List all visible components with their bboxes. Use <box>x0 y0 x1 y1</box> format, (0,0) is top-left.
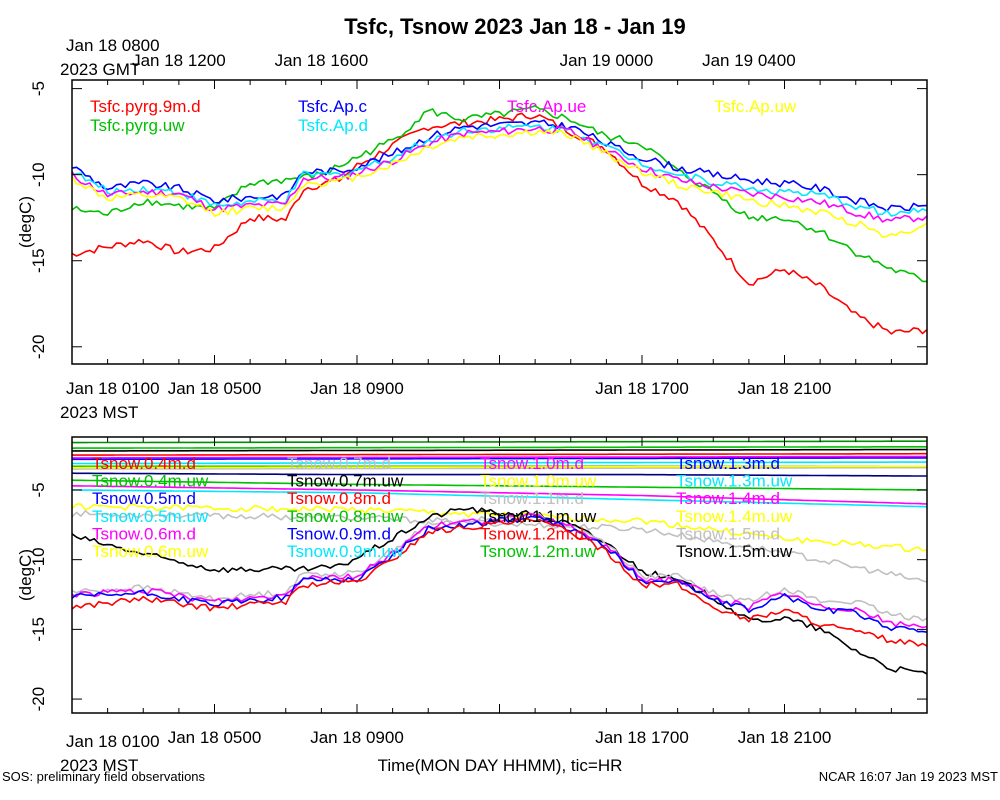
series-line-tsfc-pyrg-9m-d <box>71 112 928 335</box>
legend-tsnow-1-5m-d: Tsnow.1.5m.d <box>676 524 780 543</box>
bottom-legend: Tsnow.0.4m.dTsnow.0.4m.uwTsnow.0.5m.dTsn… <box>92 454 793 561</box>
y-tick-label: -20 <box>29 687 48 712</box>
series-line-tsfc-ap-d <box>71 123 928 217</box>
x-tick-label-bottom: Jan 18 0900 <box>310 379 404 398</box>
series-line-tsnow-0-9m-uw <box>71 472 927 477</box>
legend-tsfc-pyrg-uw: Tsfc.pyrg.uw <box>90 116 185 135</box>
legend-tsnow-1-3m-d: Tsnow.1.3m.d <box>676 454 780 473</box>
series-line-tsnow-1-3m-d <box>72 457 927 461</box>
series-line-tsnow-1-2m-uw <box>71 445 927 449</box>
y-tick-label: -10 <box>29 162 48 187</box>
series-line-tsnow-1-3m-uw <box>72 461 927 465</box>
y-tick-label: -5 <box>29 81 48 96</box>
legend-tsnow-1-5m-uw: Tsnow.1.5m.uw <box>676 542 793 561</box>
legend-tsnow-0-5m-d: Tsnow.0.5m.d <box>92 489 196 508</box>
legend-tsnow-1-2m-uw: Tsnow.1.2m.uw <box>480 542 597 561</box>
top-panel: -5 -10 -15 -20 Jan 18 0500 Jan 18 0900 Jan 18 … <box>16 36 928 422</box>
top-axis-zone-line2: 2023 GMT <box>60 60 140 79</box>
top-y-axis-label: (degC) <box>16 196 35 248</box>
x-tick-label-bottom: Jan 18 2100 <box>738 379 832 398</box>
y-tick-label: -10 <box>29 547 48 572</box>
legend-tsnow-1-1m-uw: Tsnow.1.1m.uw <box>480 507 597 526</box>
x-tick-label-bottom: Jan 18 2100 <box>738 728 832 747</box>
y-tick-label: -5 <box>29 482 48 497</box>
series-line-tsnow-1-5m-uw <box>72 448 928 452</box>
legend-tsnow-0-7m-uw: Tsnow.0.7m.uw <box>287 472 404 491</box>
legend-tsfc-ap-d: Tsfc.Ap.d <box>298 116 368 135</box>
y-tick-label: -15 <box>29 248 48 273</box>
legend-tsnow-0-8m-d: Tsnow.0.8m.d <box>287 489 391 508</box>
bottom-panel: -5 -10 -15 -20 Jan 18 0500 Jan 18 0900 Jan 18 … <box>16 436 928 775</box>
legend-tsnow-0-4m-d: Tsnow.0.4m.d <box>92 454 196 473</box>
series-line-tsnow-1-2m-d <box>72 455 927 459</box>
series-line-tsnow-0-7m-uw <box>72 489 928 508</box>
series-line-tsnow-0-6m-d <box>71 506 928 675</box>
x-tick-label-bottom: Jan 18 0500 <box>168 379 262 398</box>
series-line-tsnow-1-0m-d <box>72 465 927 469</box>
series-line-tsnow-1-1m-d <box>72 466 927 470</box>
x-tick-label-top: Jan 19 0400 <box>702 51 796 70</box>
legend-tsnow-1-4m-uw: Tsnow.1.4m.uw <box>676 507 793 526</box>
bottom-axes-layer: -5 -10 -15 -20 Jan 18 0500 Jan 18 0900 Jan 18 … <box>29 437 928 747</box>
legend-tsnow-0-5m-uw: Tsnow.0.5m.uw <box>92 507 209 526</box>
legend-tsnow-0-7m-d: Tsnow.0.7m.d <box>287 454 391 473</box>
top-panel-bottom-zone-line1: Jan 18 0100 <box>66 379 160 398</box>
series-line-tsfc-pyrg-uw <box>71 104 927 283</box>
legend-tsfc-ap-uw: Tsfc.Ap.uw <box>714 97 797 116</box>
legend-tsnow-0-6m-uw: Tsnow.0.6m.uw <box>92 542 209 561</box>
bottom-axis-zone-line1: Jan 18 0100 <box>66 732 160 751</box>
top-axes-layer: -5 -10 -15 -20 Jan 18 0500 Jan 18 0900 Jan 18 … <box>29 51 928 398</box>
chart-title: Tsfc, Tsnow 2023 Jan 18 - Jan 19 <box>344 14 686 39</box>
top-legend: Tsfc.pyrg.9m.dTsfc.pyrg.uwTsfc.Ap.cTsfc.… <box>90 97 797 135</box>
legend-tsnow-1-3m-uw: Tsnow.1.3m.uw <box>676 472 793 491</box>
legend-tsnow-1-2m-d: Tsnow.1.2m.d <box>480 524 584 543</box>
legend-tsnow-0-6m-d: Tsnow.0.6m.d <box>92 524 196 543</box>
series-line-tsfc-ap-uw <box>71 129 928 238</box>
series-line-tsnow-0-8m-d <box>71 485 928 505</box>
series-line-tsnow-0-8m-uw <box>71 479 928 491</box>
legend-tsnow-0-4m-uw: Tsnow.0.4m.uw <box>92 472 209 491</box>
x-tick-label-bottom: Jan 18 0900 <box>310 728 404 747</box>
x-tick-label-bottom: Jan 18 1700 <box>595 728 689 747</box>
y-tick-label: -20 <box>29 334 48 359</box>
bottom-y-axis-label: (degC) <box>16 549 35 601</box>
bottom-series-layer <box>71 440 928 675</box>
legend-tsnow-1-4m-d: Tsnow.1.4m.d <box>676 489 780 508</box>
x-tick-label-top: Jan 18 1600 <box>275 51 369 70</box>
x-axis-label: Time(MON DAY HHMM), tic=HR <box>378 756 623 775</box>
legend-tsfc-ap-c: Tsfc.Ap.c <box>298 97 367 116</box>
series-line-tsfc-ap-ue <box>71 125 928 223</box>
legend-tsnow-0-9m-d: Tsnow.0.9m.d <box>287 524 391 543</box>
footer-right: NCAR 16:07 Jan 19 2023 MST <box>819 769 998 784</box>
series-line-tsnow-0-4m-d <box>71 517 928 647</box>
top-series-layer <box>71 104 928 335</box>
top-panel-bottom-zone-line2: 2023 MST <box>60 403 138 422</box>
footer-left: SOS: preliminary field observations <box>2 769 206 784</box>
x-tick-label-top: Jan 19 0000 <box>560 51 654 70</box>
legend-tsnow-1-0m-uw: Tsnow.1.0m.uw <box>480 472 597 491</box>
y-tick-label: -15 <box>29 617 48 642</box>
series-line-tsnow-1-4m-d <box>72 452 927 456</box>
x-tick-label-bottom: Jan 18 0500 <box>168 728 262 747</box>
series-line-tsnow-0-6m-uw <box>71 510 928 583</box>
bottom-axis-zone-line2: 2023 MST <box>60 756 138 775</box>
series-line-tsnow-0-5m-d <box>71 512 928 629</box>
x-tick-label-top: Jan 18 1200 <box>132 51 226 70</box>
top-axis-zone-line1: Jan 18 0800 <box>66 36 160 55</box>
x-tick-label-bottom: Jan 18 1700 <box>595 379 689 398</box>
legend-tsnow-1-0m-d: Tsnow.1.0m.d <box>480 454 584 473</box>
legend-tsnow-0-8m-uw: Tsnow.0.8m.uw <box>287 507 404 526</box>
legend-tsfc-pyrg-9m-d: Tsfc.pyrg.9m.d <box>90 97 201 116</box>
legend-tsnow-1-1m-d: Tsnow.1.1m.d <box>480 489 584 508</box>
legend-tsnow-0-9m-uw: Tsnow.0.9m.uw <box>287 542 404 561</box>
legend-tsfc-ap-ue: Tsfc.Ap.ue <box>507 97 586 116</box>
